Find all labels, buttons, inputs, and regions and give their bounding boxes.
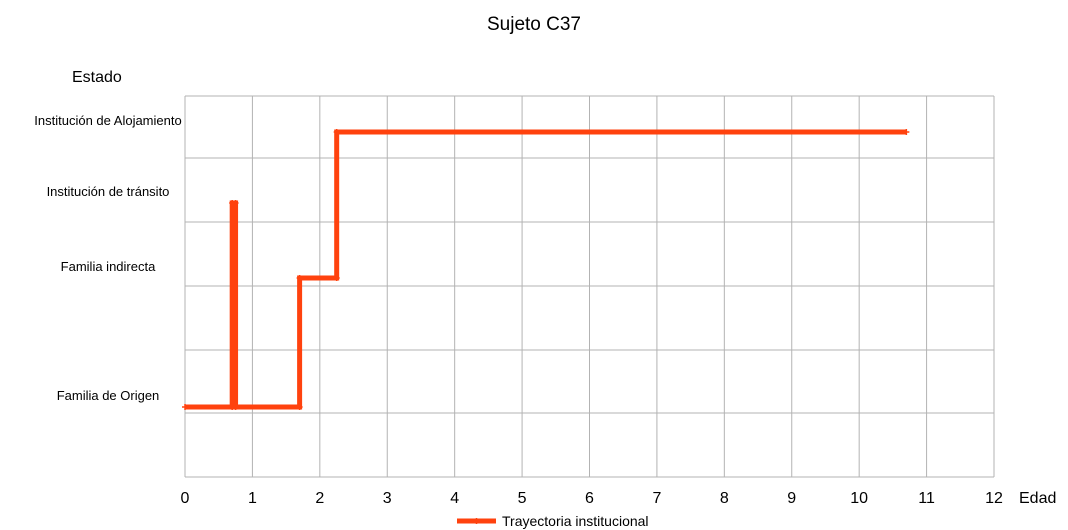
- data-point-marker: [333, 275, 340, 281]
- grid: [184, 95, 995, 478]
- x-tick-label: 8: [720, 490, 729, 507]
- x-tick-label: 4: [450, 490, 459, 507]
- x-tick-label: 2: [315, 490, 324, 507]
- data-point-marker: [333, 129, 340, 135]
- chart-title: Sujeto C37: [487, 14, 581, 35]
- data-point-marker: [232, 404, 239, 410]
- x-tick-label: 9: [787, 490, 796, 507]
- data-point-marker: [182, 404, 188, 410]
- y-category-label: Institución de tránsito: [47, 184, 170, 199]
- x-tick-label: 7: [652, 490, 661, 507]
- data-point-marker: [296, 404, 303, 410]
- y-category-label: Institución de Alojamiento: [34, 113, 181, 128]
- x-tick-label: 6: [585, 490, 594, 507]
- x-axis-tick-labels: 0 1 2 3 4 5 6 7 8 9 10 11 12: [181, 490, 1003, 507]
- y-axis-category-labels: Familia de Origen Familia indirecta Instit…: [34, 113, 181, 403]
- data-point-marker: [903, 129, 910, 135]
- y-category-label: Familia indirecta: [61, 259, 156, 274]
- x-tick-label: 11: [918, 490, 935, 507]
- y-axis-title: Estado: [72, 69, 122, 86]
- legend-label: Trayectoria institucional: [502, 513, 649, 529]
- x-tick-label: 0: [181, 490, 190, 507]
- x-tick-label: 10: [850, 490, 868, 507]
- legend: Trayectoria institucional: [457, 513, 649, 529]
- x-tick-label: 1: [248, 490, 257, 507]
- x-tick-label: 3: [383, 490, 392, 507]
- data-point-marker: [296, 275, 303, 281]
- series-line: [185, 129, 907, 410]
- data-point-marker: [232, 200, 239, 206]
- y-category-label: Familia de Origen: [57, 388, 160, 403]
- legend-marker: [473, 518, 480, 524]
- x-axis-title: Edad: [1019, 490, 1056, 507]
- series-trayectoria: [182, 129, 910, 410]
- x-tick-label: 12: [985, 490, 1003, 507]
- x-tick-label: 5: [518, 490, 527, 507]
